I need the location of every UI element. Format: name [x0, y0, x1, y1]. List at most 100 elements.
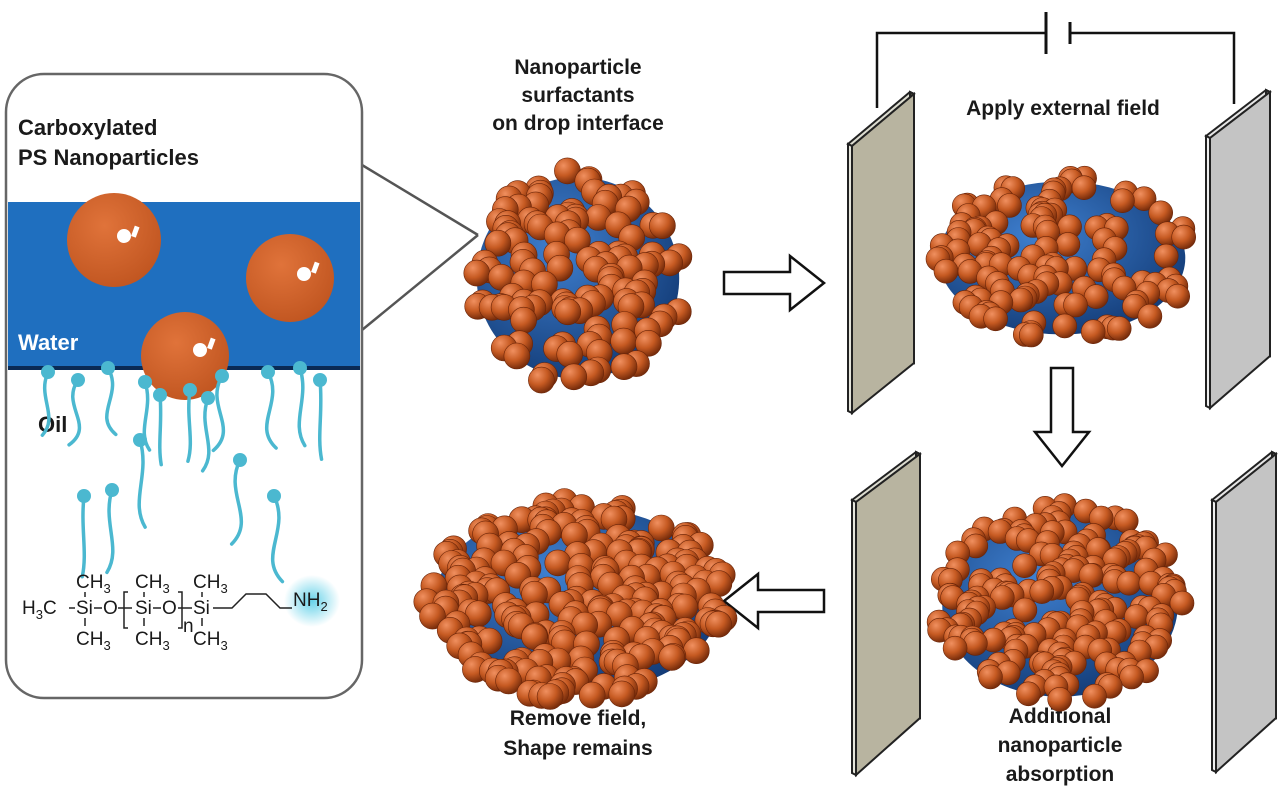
droplet-stretched — [925, 165, 1196, 348]
big-nanoparticle — [67, 193, 161, 287]
surfactant-tail — [211, 374, 226, 453]
stage-1-line3: on drop interface — [492, 112, 664, 135]
surface-nanoparticle — [1029, 579, 1055, 604]
droplet-dense-stretched — [926, 493, 1195, 712]
stage-1-label: Nanoparticle surfactants on drop interfa… — [492, 56, 664, 135]
stage-3-line1: Additional — [1009, 705, 1112, 728]
stage-4-line2: Shape remains — [503, 737, 652, 760]
svg-text:Si: Si — [135, 598, 152, 619]
surfactant-tail — [229, 458, 244, 546]
droplet-spherical — [463, 157, 693, 394]
surface-nanoparticle — [528, 366, 555, 394]
svg-text:n: n — [183, 616, 194, 637]
surface-nanoparticle — [1080, 319, 1106, 345]
callout-line-top — [361, 163, 479, 237]
stage-3-line2: nanoparticle — [998, 734, 1123, 757]
stage-2-label: Apply external field — [966, 97, 1160, 120]
arrow-left — [721, 571, 826, 631]
surfactant-head — [138, 375, 152, 389]
surface-nanoparticle — [1016, 681, 1041, 707]
droplet-relaxed-shape — [413, 488, 738, 710]
surface-nanoparticle — [1052, 313, 1077, 339]
surfactant-tail — [67, 378, 82, 447]
electrode-plate-left-lower — [850, 450, 922, 778]
callout-line-bottom — [361, 234, 479, 331]
surfactant-tail — [80, 494, 87, 579]
surface-nanoparticle — [635, 329, 662, 357]
surface-nanoparticle — [933, 258, 959, 284]
surface-nanoparticle — [1106, 316, 1132, 341]
big-nanoparticle — [246, 234, 334, 322]
surfactant-molecules — [40, 361, 327, 584]
surfactant-tail — [158, 393, 163, 467]
surface-nanoparticle — [682, 637, 710, 665]
electrode-plate-right-lower — [1210, 450, 1278, 775]
surfactant-tail — [200, 396, 211, 473]
stage-4-line1: Remove field, — [510, 707, 647, 730]
arrow-right — [722, 253, 827, 313]
stage-1-line1: Nanoparticle — [514, 56, 641, 79]
surfactant-head — [183, 383, 197, 397]
battery-circuit — [875, 12, 1236, 108]
svg-text:Si: Si — [76, 598, 93, 619]
surfactant-head — [261, 365, 275, 379]
surfactant-head — [77, 489, 91, 503]
surfactant-tail — [105, 488, 115, 575]
surface-nanoparticle — [983, 306, 1008, 332]
surface-nanoparticle — [1047, 686, 1072, 712]
surfactant-head — [215, 369, 229, 383]
svg-text:O: O — [103, 598, 118, 619]
svg-text:CH3: CH3 — [193, 572, 228, 596]
surface-nanoparticle — [1153, 243, 1179, 269]
surfactant-head — [133, 433, 147, 447]
svg-text:CH3: CH3 — [193, 629, 228, 653]
svg-text:CH3: CH3 — [135, 629, 170, 653]
surface-nanoparticle — [554, 298, 582, 326]
surfactant-tail — [137, 438, 147, 529]
electrode-plate-left-upper — [846, 90, 916, 416]
surface-nanoparticle — [963, 631, 988, 656]
surfactant-tail — [297, 366, 307, 448]
surface-nanoparticle — [1119, 664, 1144, 690]
surface-nanoparticle — [942, 635, 968, 661]
surfactant-tail — [105, 366, 118, 437]
svg-text:CH3: CH3 — [76, 629, 111, 653]
surface-nanoparticle — [997, 193, 1022, 218]
surface-nanoparticle — [495, 667, 522, 695]
surfactant-head — [101, 361, 115, 375]
surfactant-tail — [142, 380, 152, 452]
surface-nanoparticle — [1082, 683, 1107, 709]
stage-4-label: Remove field, Shape remains — [503, 707, 652, 760]
surfactant-head — [105, 483, 119, 497]
inset-title-line2: PS Nanoparticles — [18, 145, 199, 170]
surface-nanoparticle — [484, 229, 512, 257]
surface-nanoparticle — [1169, 590, 1195, 616]
svg-text:NH2: NH2 — [293, 590, 328, 614]
water-label: Water — [18, 330, 79, 355]
surfactant-head — [293, 361, 307, 375]
surface-nanoparticle — [1171, 224, 1196, 250]
surfactant-tail — [40, 370, 51, 437]
surface-nanoparticle — [419, 602, 446, 630]
big-nanoparticle — [141, 312, 229, 400]
stage-1-line2: surfactants — [521, 84, 634, 107]
surface-nanoparticle — [1071, 175, 1097, 200]
surface-nanoparticle — [1116, 570, 1142, 596]
surface-nanoparticle — [536, 683, 564, 710]
surface-nanoparticle — [556, 340, 584, 368]
surface-nanoparticle — [649, 212, 676, 239]
arrow-down — [1032, 366, 1092, 469]
surface-nanoparticle — [1110, 188, 1135, 213]
surface-nanoparticle — [658, 644, 686, 671]
surfactant-head — [313, 373, 327, 387]
surfactant-head — [267, 489, 281, 503]
surface-nanoparticle — [1012, 597, 1038, 623]
surface-nanoparticle — [610, 353, 638, 381]
surfactant-head — [71, 373, 85, 387]
surfactant-tail — [264, 370, 278, 450]
surface-nanoparticle — [705, 610, 732, 638]
surfactant-head — [201, 391, 215, 405]
surface-nanoparticle — [608, 680, 636, 708]
surfactant-head — [153, 388, 167, 402]
surfactant-tail — [270, 494, 285, 584]
